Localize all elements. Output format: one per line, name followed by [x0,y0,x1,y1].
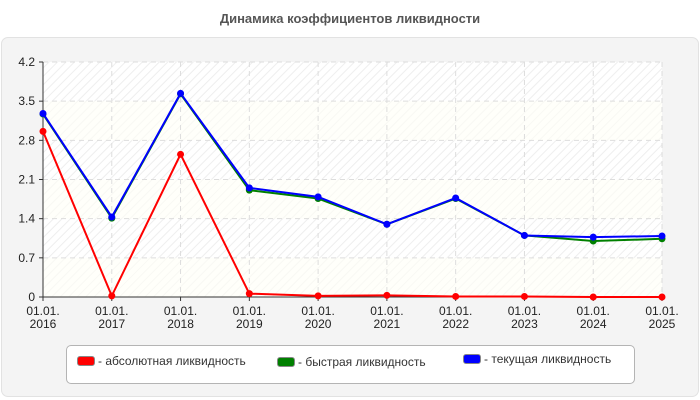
data-point [383,220,391,228]
svg-text:2016: 2016 [30,317,57,331]
svg-text:1.4: 1.4 [18,212,35,226]
svg-text:01.01.: 01.01. [95,304,128,318]
data-point [39,127,47,135]
data-point [177,89,185,97]
data-point [658,293,666,301]
data-point [108,213,116,221]
grid-lines [43,61,663,297]
svg-text:01.01.: 01.01. [164,304,197,318]
data-point [314,292,322,300]
svg-text:01.01.: 01.01. [26,304,59,318]
y-axis-ticks: 0 0.7 1.4 2.1 2.8 3.5 4.2 [18,55,43,304]
svg-text:3.5: 3.5 [18,94,35,108]
svg-text:01.01.: 01.01. [577,304,610,318]
svg-text:01.01.: 01.01. [233,304,266,318]
series-line [39,127,666,301]
svg-text:2017: 2017 [98,317,125,331]
legend-item-absolute: - абсолютная ликвидность [77,354,246,368]
svg-text:2021: 2021 [374,317,401,331]
data-point [589,293,597,301]
data-point [39,109,47,117]
legend-swatch-blue [463,354,481,364]
svg-text:2018: 2018 [167,317,194,331]
svg-text:2020: 2020 [305,317,332,331]
data-point [452,292,460,300]
data-point [245,184,253,192]
legend-swatch-red [77,356,95,366]
svg-text:01.01.: 01.01. [645,304,678,318]
data-point [452,194,460,202]
svg-text:2.8: 2.8 [18,133,35,147]
series-line [39,89,666,241]
data-point [177,150,185,158]
svg-text:01.01.: 01.01. [370,304,403,318]
data-point [383,291,391,299]
svg-text:2024: 2024 [580,317,607,331]
legend-item-current: - текущая ликвидность [463,352,611,366]
data-point [520,292,528,300]
data-point [520,231,528,239]
chart-title: Динамика коэффициентов ликвидности [219,11,481,26]
data-point [314,193,322,201]
data-series [39,89,666,301]
legend-label: - абсолютная ликвидность [98,354,246,368]
svg-text:2025: 2025 [649,317,676,331]
data-point [589,233,597,241]
svg-text:0.7: 0.7 [18,251,35,265]
svg-text:2019: 2019 [236,317,263,331]
x-axis-ticks: 01.01.201601.01.201701.01.201801.01.2019… [26,297,679,331]
svg-text:4.2: 4.2 [18,55,35,69]
svg-text:2022: 2022 [442,317,469,331]
data-point [245,290,253,298]
svg-text:01.01.: 01.01. [439,304,472,318]
svg-text:2.1: 2.1 [18,173,35,187]
legend-label: - быстрая ликвидность [298,355,426,369]
data-point [108,292,116,300]
legend: - абсолютная ликвидность - быстрая ликви… [66,345,635,384]
svg-text:01.01.: 01.01. [301,304,334,318]
data-point [658,232,666,240]
svg-text:2023: 2023 [511,317,538,331]
svg-text:0: 0 [28,290,35,304]
svg-text:01.01.: 01.01. [508,304,541,318]
legend-label: - текущая ликвидность [484,352,612,366]
legend-item-quick: - быстрая ликвидность [277,355,426,369]
legend-swatch-green [277,357,295,367]
